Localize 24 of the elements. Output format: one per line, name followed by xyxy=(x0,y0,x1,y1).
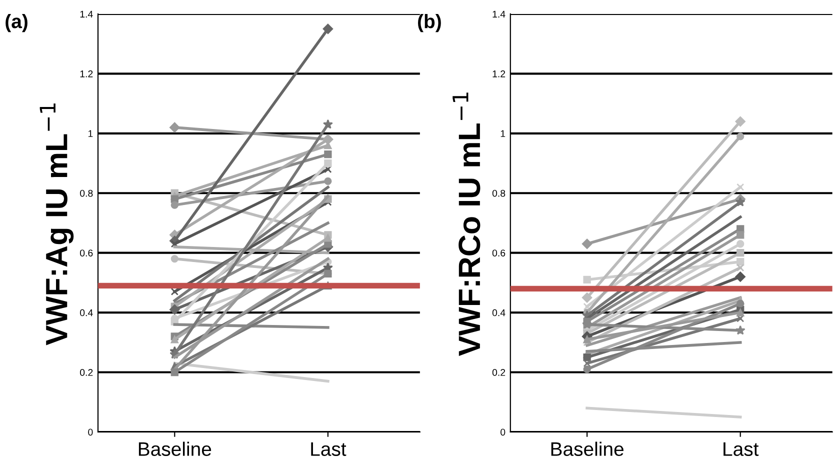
y-tick-label: 1.2 xyxy=(80,70,93,78)
y-tick-label: 0.6 xyxy=(492,250,506,256)
y-tick-label: 1 xyxy=(88,130,93,137)
chart-title: (a) xyxy=(6,14,28,32)
y-tick-label: 0 xyxy=(500,428,506,436)
y-tick-label: 1 xyxy=(500,130,506,137)
x-tick-label: Baseline xyxy=(138,442,212,456)
y-tick-label: 0 xyxy=(88,428,93,436)
y-axis-title: VWF:RCo IU mL$^{−1}$ xyxy=(452,92,480,356)
y-tick-label: 1.4 xyxy=(492,10,506,18)
y-tick-label: 1.4 xyxy=(80,10,93,18)
y-tick-label: 0.2 xyxy=(80,369,93,376)
y-tick-label: 0.8 xyxy=(80,190,93,197)
x-tick-label: Last xyxy=(311,442,346,456)
y-tick-label: 0.2 xyxy=(492,369,506,376)
y-tick-label: 0.4 xyxy=(492,309,506,316)
x-tick-label: Last xyxy=(724,442,759,456)
y-tick-label: 1.2 xyxy=(492,70,506,78)
x-tick-label: Baseline xyxy=(551,442,624,456)
y-tick-label: 0.4 xyxy=(80,309,93,316)
chart-title: (b) xyxy=(418,14,441,32)
y-tick-label: 0.6 xyxy=(80,250,93,256)
y-axis-title: VWF:Ag IU mL$^{−1}$ xyxy=(40,104,74,346)
y-tick-label: 0.8 xyxy=(492,190,506,197)
